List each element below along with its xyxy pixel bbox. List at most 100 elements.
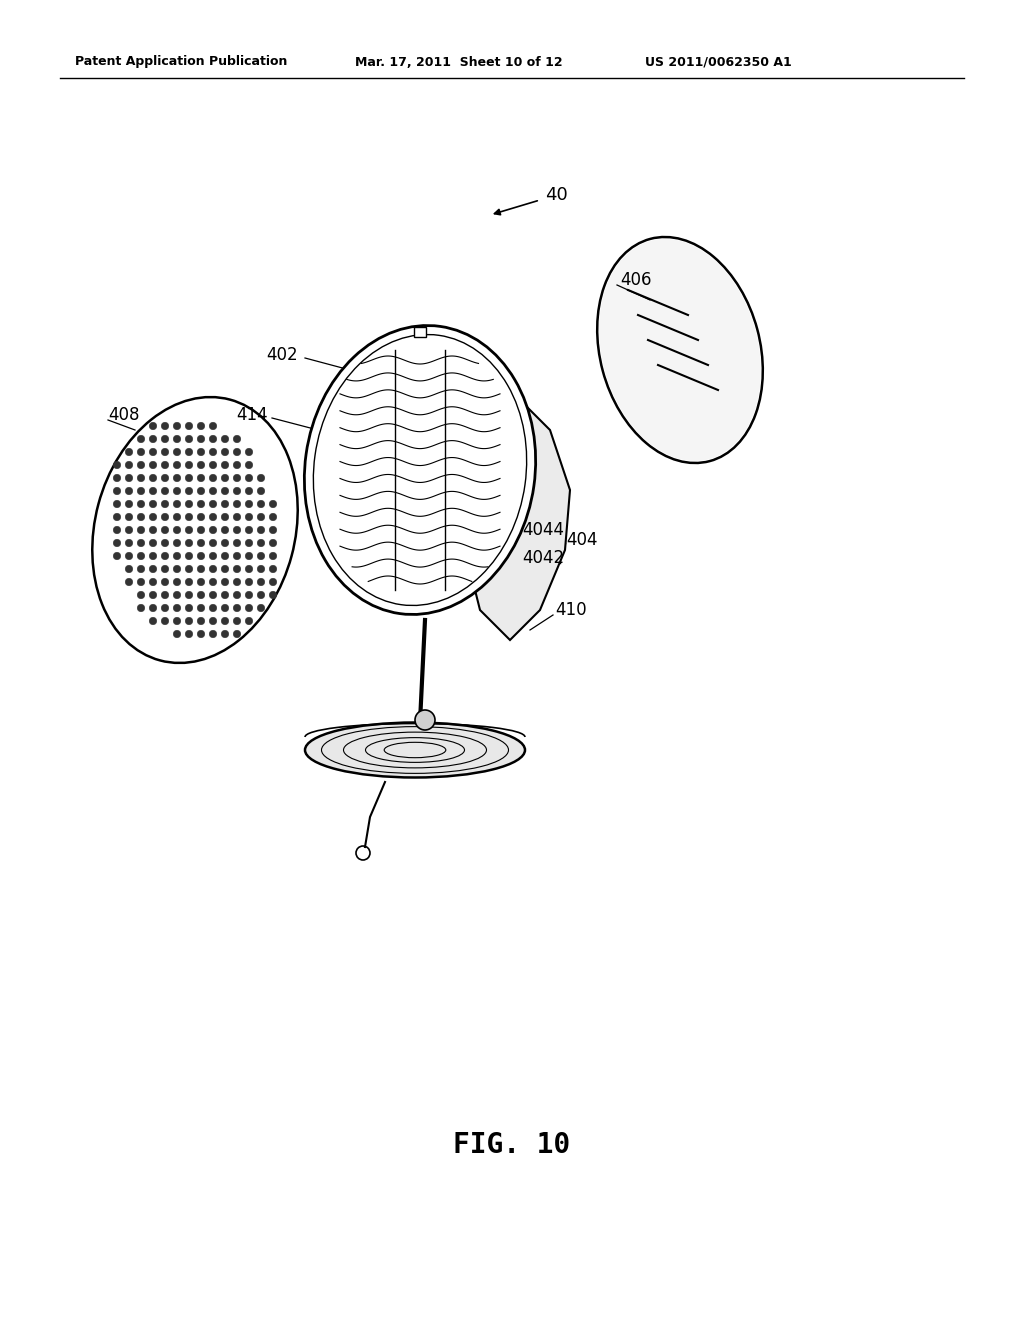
Circle shape	[221, 513, 228, 521]
Circle shape	[209, 630, 217, 638]
Circle shape	[185, 436, 193, 442]
Circle shape	[137, 513, 144, 521]
Circle shape	[161, 474, 169, 482]
Circle shape	[415, 710, 435, 730]
Circle shape	[233, 474, 241, 482]
Circle shape	[198, 618, 205, 624]
Circle shape	[137, 552, 144, 560]
Circle shape	[125, 513, 133, 521]
Circle shape	[185, 500, 193, 508]
Circle shape	[269, 552, 276, 560]
Circle shape	[198, 474, 205, 482]
Circle shape	[150, 436, 157, 442]
Circle shape	[173, 565, 181, 573]
Circle shape	[114, 527, 121, 533]
Circle shape	[221, 527, 228, 533]
Circle shape	[221, 500, 228, 508]
Circle shape	[150, 578, 157, 586]
Circle shape	[233, 605, 241, 611]
Circle shape	[209, 436, 217, 442]
Circle shape	[269, 565, 276, 573]
Circle shape	[161, 527, 169, 533]
Circle shape	[150, 513, 157, 521]
Circle shape	[185, 474, 193, 482]
Circle shape	[245, 539, 253, 546]
Circle shape	[209, 487, 217, 495]
Circle shape	[137, 565, 144, 573]
Circle shape	[198, 578, 205, 586]
Circle shape	[198, 527, 205, 533]
Text: 414: 414	[237, 407, 268, 424]
Circle shape	[209, 605, 217, 611]
Bar	[414, 327, 426, 337]
Circle shape	[257, 578, 265, 586]
Circle shape	[114, 500, 121, 508]
Text: FIG. 10: FIG. 10	[454, 1131, 570, 1159]
Circle shape	[245, 474, 253, 482]
Circle shape	[209, 474, 217, 482]
Circle shape	[173, 436, 181, 442]
Circle shape	[173, 618, 181, 624]
Text: 40: 40	[545, 186, 567, 205]
Circle shape	[114, 539, 121, 546]
Circle shape	[198, 513, 205, 521]
Circle shape	[125, 565, 133, 573]
Text: 4044: 4044	[522, 521, 564, 539]
Circle shape	[114, 474, 121, 482]
Circle shape	[198, 487, 205, 495]
Circle shape	[257, 539, 265, 546]
Circle shape	[185, 618, 193, 624]
Circle shape	[257, 487, 265, 495]
Circle shape	[161, 552, 169, 560]
Circle shape	[221, 565, 228, 573]
Circle shape	[185, 552, 193, 560]
Circle shape	[114, 487, 121, 495]
Circle shape	[125, 474, 133, 482]
Circle shape	[161, 461, 169, 469]
Circle shape	[209, 591, 217, 599]
Ellipse shape	[92, 397, 298, 663]
Circle shape	[173, 449, 181, 455]
Circle shape	[245, 527, 253, 533]
Circle shape	[198, 630, 205, 638]
Circle shape	[233, 527, 241, 533]
Circle shape	[185, 539, 193, 546]
Circle shape	[233, 552, 241, 560]
Circle shape	[233, 618, 241, 624]
Ellipse shape	[599, 239, 761, 461]
Circle shape	[161, 449, 169, 455]
Circle shape	[233, 539, 241, 546]
Circle shape	[198, 565, 205, 573]
Circle shape	[257, 527, 265, 533]
Text: 4042: 4042	[522, 549, 564, 568]
Circle shape	[137, 605, 144, 611]
Circle shape	[221, 630, 228, 638]
Circle shape	[198, 591, 205, 599]
Circle shape	[185, 513, 193, 521]
Circle shape	[233, 487, 241, 495]
Circle shape	[269, 500, 276, 508]
Circle shape	[198, 500, 205, 508]
Circle shape	[150, 487, 157, 495]
Circle shape	[161, 618, 169, 624]
Circle shape	[269, 539, 276, 546]
Circle shape	[257, 591, 265, 599]
Circle shape	[173, 422, 181, 430]
Circle shape	[137, 527, 144, 533]
Circle shape	[150, 591, 157, 599]
Text: Patent Application Publication: Patent Application Publication	[75, 55, 288, 69]
Circle shape	[209, 565, 217, 573]
Circle shape	[150, 461, 157, 469]
Circle shape	[114, 552, 121, 560]
Circle shape	[209, 449, 217, 455]
Circle shape	[257, 474, 265, 482]
Circle shape	[173, 527, 181, 533]
Circle shape	[185, 578, 193, 586]
Circle shape	[125, 461, 133, 469]
Circle shape	[209, 618, 217, 624]
Ellipse shape	[597, 238, 763, 463]
Circle shape	[233, 591, 241, 599]
Circle shape	[198, 552, 205, 560]
Circle shape	[245, 513, 253, 521]
Circle shape	[221, 578, 228, 586]
